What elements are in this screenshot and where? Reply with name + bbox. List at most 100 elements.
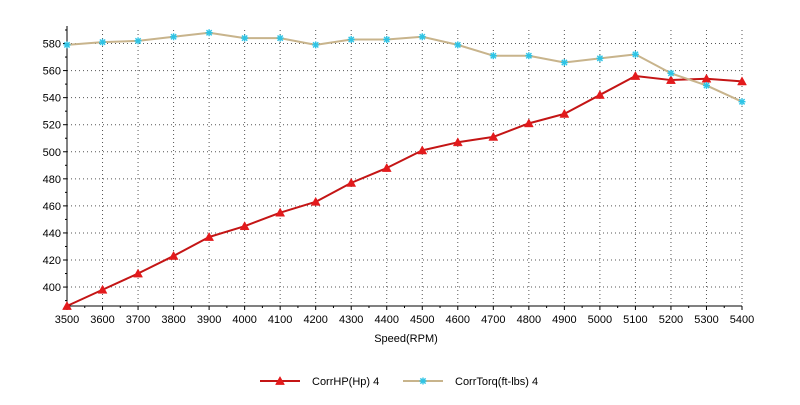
data-point xyxy=(452,137,463,147)
data-point xyxy=(312,41,320,49)
data-point xyxy=(667,69,675,77)
data-point xyxy=(630,70,641,80)
y-tick-label: 580 xyxy=(43,39,61,51)
x-tick-label: 4900 xyxy=(552,314,576,326)
data-point xyxy=(560,58,568,66)
data-point xyxy=(737,76,747,86)
marker-stroke xyxy=(561,59,568,66)
legend-marker xyxy=(419,377,427,385)
data-point xyxy=(702,81,710,89)
legend-label: CorrTorq(ft-lbs) 4 xyxy=(455,376,538,388)
x-tick-label: 5300 xyxy=(694,314,718,326)
legend-item-0: CorrHP(Hp) 4 xyxy=(260,375,379,388)
data-point xyxy=(381,162,392,172)
x-tick-label: 3500 xyxy=(55,314,79,326)
x-tick-label: 4500 xyxy=(410,314,434,326)
marker-stroke xyxy=(632,51,639,58)
marker-stroke xyxy=(170,33,177,40)
x-tick-label: 3800 xyxy=(161,314,185,326)
data-point xyxy=(346,177,357,187)
data-point xyxy=(134,37,142,45)
data-point xyxy=(454,41,462,49)
y-tick-label: 440 xyxy=(43,228,61,240)
data-point xyxy=(204,231,215,241)
x-tick-label: 4800 xyxy=(517,314,541,326)
data-point xyxy=(239,221,250,231)
x-tick-label: 4700 xyxy=(481,314,505,326)
y-tick-label: 560 xyxy=(43,66,61,78)
y-tick-label: 520 xyxy=(43,120,61,132)
marker-stroke xyxy=(738,98,746,105)
y-tick-label: 400 xyxy=(43,282,61,294)
data-point xyxy=(63,41,71,49)
marker-stroke xyxy=(419,377,427,385)
marker-stroke xyxy=(63,41,71,49)
x-tick-label: 3600 xyxy=(90,314,114,326)
axes: 400 420 440 460 480 500 520 540 560 580 3500 3600 37… xyxy=(43,26,754,326)
data-point xyxy=(594,89,605,99)
data-point xyxy=(168,250,179,260)
data-point xyxy=(489,52,497,60)
data-point xyxy=(275,207,286,217)
data-point xyxy=(170,33,178,41)
data-point xyxy=(383,35,391,43)
data-point xyxy=(133,268,143,278)
x-tick-label: 3900 xyxy=(197,314,221,326)
x-tick-label: 5200 xyxy=(659,314,683,326)
data-point xyxy=(62,300,72,310)
x-tick-label: 4600 xyxy=(446,314,470,326)
legend-marker xyxy=(275,375,285,385)
series-0 xyxy=(62,70,747,310)
marker-stroke xyxy=(454,41,461,49)
marker-stroke xyxy=(667,70,675,77)
marker-stroke xyxy=(348,36,355,43)
x-tick-label: 4400 xyxy=(374,314,398,326)
marker-stroke xyxy=(312,41,319,49)
x-tick-label: 3700 xyxy=(126,314,150,326)
y-tick-label: 420 xyxy=(43,255,61,267)
y-tick-label: 500 xyxy=(43,147,61,159)
series-1 xyxy=(63,29,746,106)
y-tick-label: 460 xyxy=(43,201,61,213)
x-tick-label: 5000 xyxy=(588,314,612,326)
marker-stroke xyxy=(419,33,426,40)
x-tick-label: 4200 xyxy=(303,314,327,326)
data-point xyxy=(418,33,426,41)
series-line xyxy=(66,31,743,103)
marker-stroke xyxy=(134,37,142,44)
y-tick-label: 480 xyxy=(43,174,61,186)
data-point xyxy=(276,34,284,42)
marker-stroke xyxy=(241,34,248,42)
x-tick-label: 4100 xyxy=(268,314,292,326)
data-point xyxy=(347,35,355,43)
data-point xyxy=(666,75,676,84)
x-tick-label: 5400 xyxy=(730,314,754,326)
x-axis-label: Speed(RPM) xyxy=(374,333,438,345)
marker-stroke xyxy=(490,52,497,59)
data-point xyxy=(488,131,499,141)
marker-stroke xyxy=(703,82,710,89)
data-point xyxy=(310,196,321,206)
marker-stroke xyxy=(596,55,604,62)
data-point xyxy=(738,98,746,106)
data-point xyxy=(523,118,534,128)
grid-lines xyxy=(67,30,743,306)
data-point xyxy=(205,29,213,37)
legend-label: CorrHP(Hp) 4 xyxy=(312,376,379,388)
x-tick-label: 4000 xyxy=(232,314,256,326)
marker-stroke xyxy=(383,36,390,43)
data-point xyxy=(241,34,249,42)
legend-item-1: CorrTorq(ft-lbs) 4 xyxy=(403,376,538,388)
x-tick-label: 5100 xyxy=(623,314,647,326)
marker-stroke xyxy=(525,52,532,59)
legend: CorrHP(Hp) 4 CorrTorq(ft-lbs) 4 xyxy=(260,375,538,388)
marker-stroke xyxy=(99,39,106,46)
marker-stroke xyxy=(277,34,284,42)
data-point xyxy=(97,284,108,294)
x-tick-label: 4300 xyxy=(339,314,363,326)
data-point xyxy=(417,145,428,155)
data-point xyxy=(559,108,570,118)
